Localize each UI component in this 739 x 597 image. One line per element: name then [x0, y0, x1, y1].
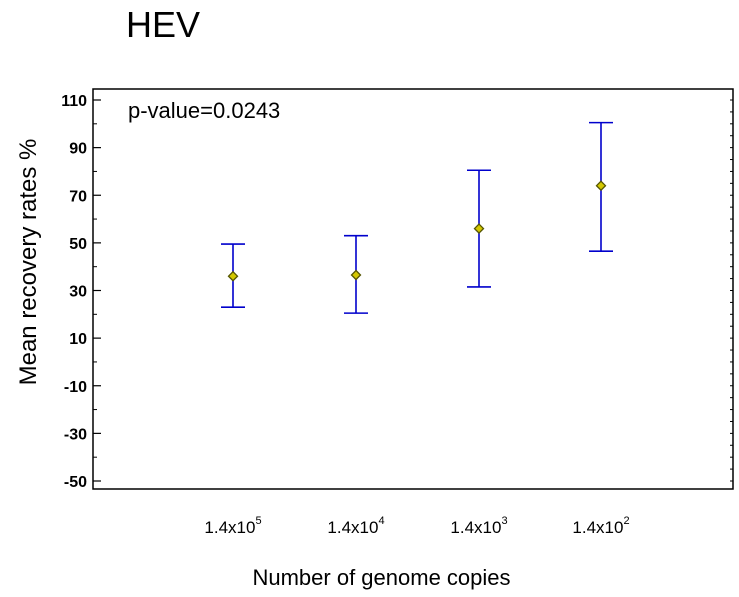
y-tick-label: 50: [69, 236, 87, 253]
y-tick-label: 10: [69, 331, 87, 348]
mean-marker: [350, 269, 362, 281]
y-tick-label: -50: [64, 474, 87, 491]
x-tick-base: 1.4x10: [572, 518, 624, 537]
mean-marker: [595, 180, 607, 192]
y-tick-label: 30: [69, 284, 87, 301]
x-tick-exponent: 3: [501, 515, 508, 527]
x-tick-base: 1.4x10: [204, 518, 256, 537]
chart-title: HEV: [126, 4, 201, 45]
x-tick-label: 1.4x103: [450, 515, 508, 538]
x-tick-label: 1.4x105: [204, 515, 262, 538]
x-tick-base: 1.4x10: [450, 518, 502, 537]
plot-frame: [92, 88, 734, 490]
x-tick-label: 1.4x104: [327, 515, 385, 538]
y-tick-label: 90: [69, 141, 87, 158]
y-tick-label: 110: [61, 93, 87, 110]
p-value-annotation: p-value=0.0243: [128, 98, 280, 123]
x-axis-title: Number of genome copies: [252, 565, 511, 590]
x-tick-base: 1.4x10: [327, 518, 379, 537]
data-marks: [221, 121, 613, 314]
y-tick-label: -30: [64, 426, 87, 443]
x-tick-label: 1.4x102: [572, 515, 630, 538]
x-tick-exponent: 2: [623, 515, 630, 527]
mean-marker: [473, 223, 485, 235]
x-tick-exponent: 4: [378, 515, 385, 527]
y-tick-label: 70: [69, 188, 87, 205]
x-tick-exponent: 5: [255, 515, 262, 527]
y-tick-label: -10: [64, 379, 87, 396]
mean-marker: [227, 270, 239, 282]
y-axis: 110 90 70 50 30 10 -10 -30 -50: [61, 93, 101, 491]
right-minor-ticks: [730, 99, 733, 482]
